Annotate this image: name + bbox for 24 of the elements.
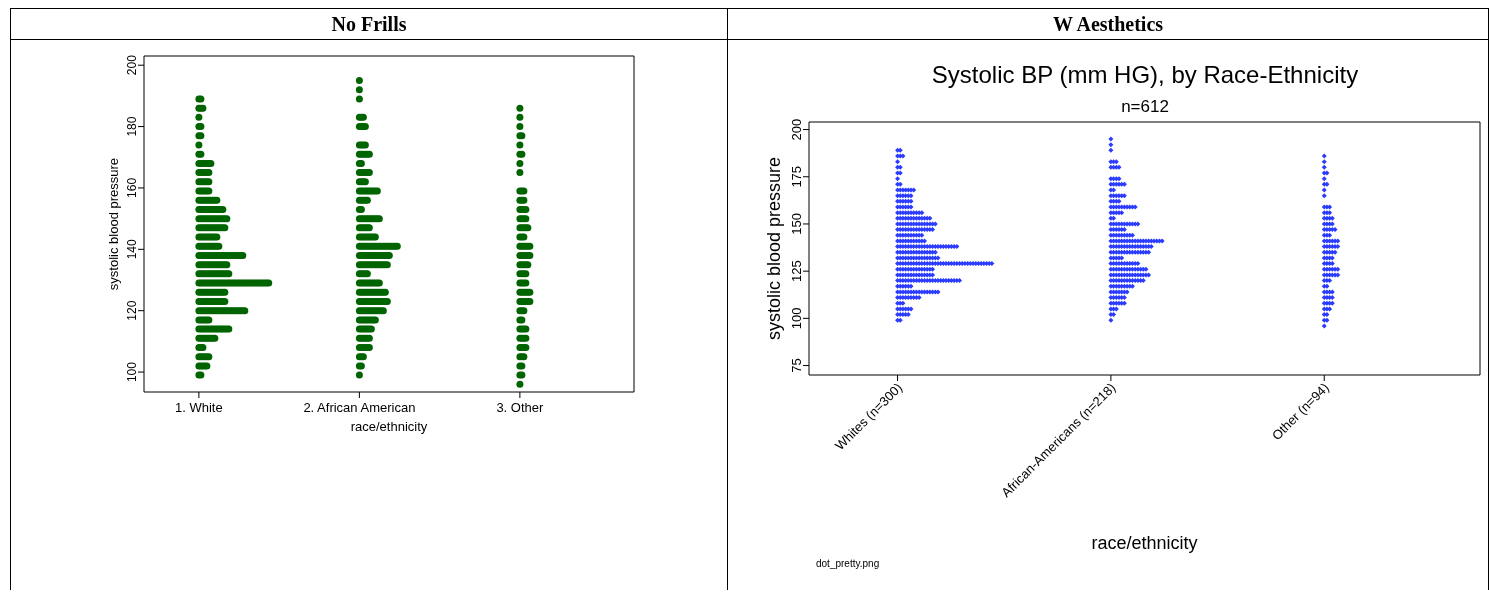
x-tick-label: 3. Other [496,399,545,415]
y-tick-label: 200 [125,54,139,76]
chart-title: Systolic BP (mm HG), by Race-Ethnicity [930,61,1360,89]
y-axis-title: systolic blood pressure [106,157,121,291]
y-tick-label: 75 [789,358,804,373]
y-tick-label: 175 [789,165,804,188]
y-tick-label: 100 [125,361,139,383]
text: W Aesthetics [728,9,1488,40]
text: No Frills [11,9,727,40]
y-tick-label: 160 [125,177,139,198]
text: dot_pretty.png [816,558,880,569]
y-tick-label: 120 [125,300,139,321]
x-tick-label: 1. White [175,399,223,415]
y-tick-label: 200 [789,118,804,141]
y-tick-label: 140 [125,238,139,260]
y-tick-label: 100 [789,307,804,330]
y-tick-label: 125 [789,260,804,283]
y-axis-title: systolic blood pressure [764,156,784,341]
y-tick-label: 180 [125,116,139,137]
x-axis-title: race/ethnicity [1091,533,1198,553]
chart-subtitle: n=612 [1120,97,1170,117]
y-tick-label: 150 [789,213,804,235]
x-axis-title: race/ethnicity [350,419,428,434]
x-tick-label: 2. African American [303,399,416,415]
